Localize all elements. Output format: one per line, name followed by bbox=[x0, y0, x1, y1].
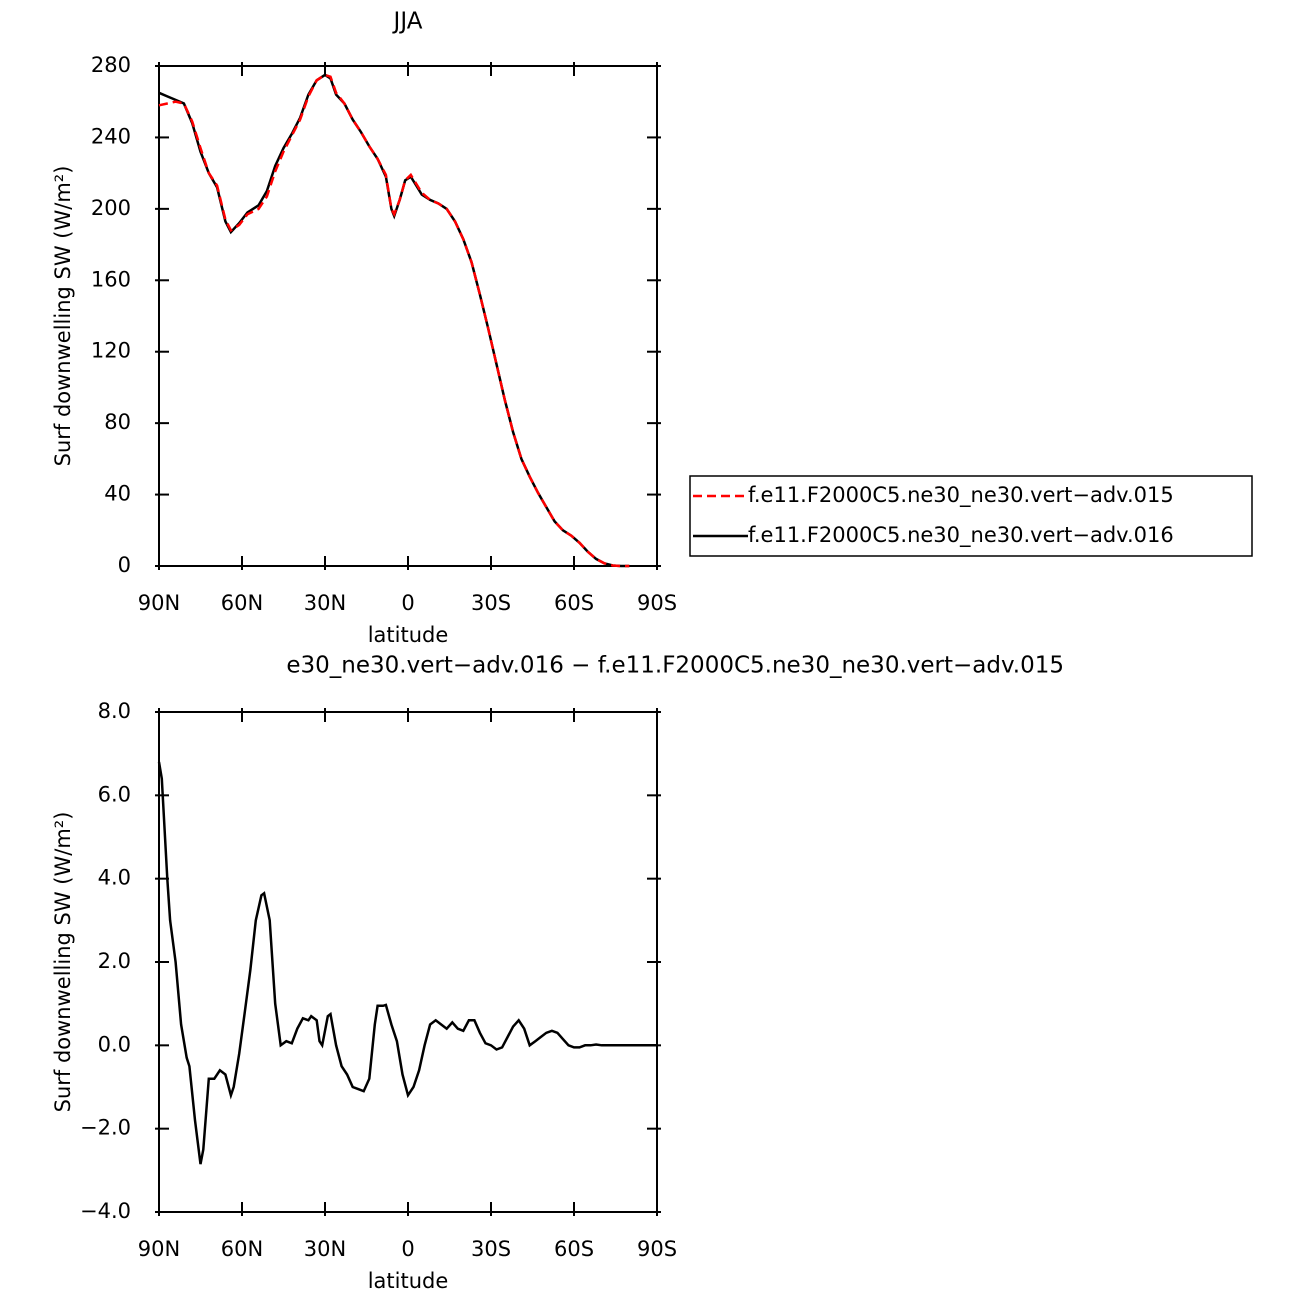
x-tick-label: 60N bbox=[221, 591, 263, 615]
x-tick-label: 90S bbox=[637, 591, 677, 615]
y-tick-label: 0 bbox=[118, 553, 131, 577]
x-tick-label: 60S bbox=[554, 1237, 594, 1261]
legend-box bbox=[689, 475, 1253, 557]
y-tick-label: 0.0 bbox=[98, 1032, 131, 1056]
y-tick-label: 160 bbox=[91, 267, 131, 291]
y-tick-label: 80 bbox=[104, 410, 131, 434]
data-line bbox=[158, 73, 630, 568]
x-tick-label: 30N bbox=[304, 1237, 346, 1261]
x-tick-label: 30S bbox=[471, 591, 511, 615]
legend-label: f.e11.F2000C5.ne30_ne30.vert−adv.015 bbox=[748, 483, 1174, 508]
y-tick-label: 2.0 bbox=[98, 949, 131, 973]
x-tick-label: 0 bbox=[401, 591, 414, 615]
x-axis-label: latitude bbox=[368, 623, 449, 647]
x-tick-label: 60N bbox=[221, 1237, 263, 1261]
legend-label: f.e11.F2000C5.ne30_ne30.vert−adv.016 bbox=[748, 523, 1174, 548]
y-tick-label: 8.0 bbox=[98, 699, 131, 723]
data-line bbox=[157, 761, 657, 1165]
y-tick-label: 240 bbox=[91, 124, 131, 148]
y-tick-label: 120 bbox=[91, 339, 131, 363]
y-tick-label: −2.0 bbox=[80, 1116, 131, 1140]
plot-frame bbox=[158, 65, 658, 567]
x-tick-label: 0 bbox=[401, 1237, 414, 1261]
x-tick-label: 60S bbox=[554, 591, 594, 615]
y-tick-label: −4.0 bbox=[80, 1199, 131, 1223]
x-axis-label: latitude bbox=[368, 1269, 449, 1293]
x-tick-label: 90N bbox=[138, 591, 180, 615]
y-axis-label: Surf downwelling SW (W/m²) bbox=[51, 812, 75, 1113]
x-tick-label: 90N bbox=[138, 1237, 180, 1261]
y-tick-label: 280 bbox=[91, 53, 131, 77]
x-tick-label: 30S bbox=[471, 1237, 511, 1261]
chart-title: JJA bbox=[392, 9, 423, 35]
chart-title: e30_ne30.vert−adv.016 − f.e11.F2000C5.ne… bbox=[286, 653, 1064, 679]
y-axis-label: Surf downwelling SW (W/m²) bbox=[51, 166, 75, 467]
y-tick-label: 200 bbox=[91, 196, 131, 220]
y-tick-label: 40 bbox=[104, 482, 131, 506]
data-line bbox=[158, 73, 630, 568]
plot-frame bbox=[158, 711, 658, 1213]
y-tick-label: 6.0 bbox=[98, 782, 131, 806]
x-tick-label: 30N bbox=[304, 591, 346, 615]
y-tick-label: 4.0 bbox=[98, 866, 131, 890]
x-tick-label: 90S bbox=[637, 1237, 677, 1261]
